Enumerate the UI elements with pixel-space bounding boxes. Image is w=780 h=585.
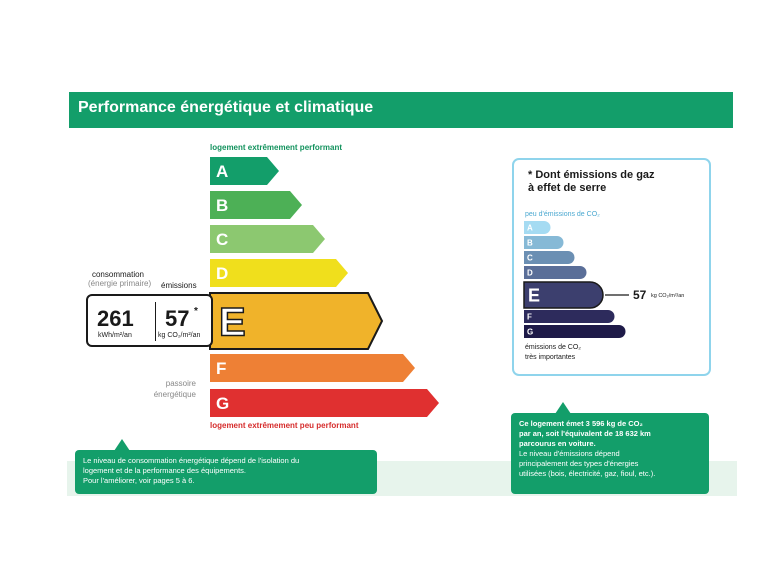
ges-bar-label-a: A <box>527 223 533 232</box>
right-note-line2: par an, soit l'équivalent de 18 632 km <box>519 429 651 438</box>
dpe-bottom-caption: logement extrêmement peu performant <box>210 421 359 430</box>
passoire-line1: passoire <box>165 379 196 388</box>
ges-unit: kg CO₂/m²/an <box>651 293 685 299</box>
right-note-line3: parcourus en voiture. <box>519 439 596 448</box>
ges-bar-g <box>524 325 626 338</box>
ges-bar-label-d: D <box>527 268 533 277</box>
emissions-unit: kg CO₂/m²/an <box>158 332 201 339</box>
dpe-bar-f <box>210 354 415 382</box>
left-note-pointer <box>114 439 130 451</box>
emissions-value: 57 <box>165 306 190 331</box>
emissions-asterisk: * <box>194 306 198 317</box>
dpe-bar-label-a: A <box>216 162 228 181</box>
ges-bar-f <box>524 310 615 323</box>
ges-title-line2: à effet de serre <box>528 182 607 194</box>
ges-bottom-caption: émissions de CO₂ très importantes <box>525 343 581 363</box>
consumption-value: 261 <box>97 306 134 331</box>
consumption-unit: kWh/m²/an <box>98 332 132 339</box>
ges-bar-e <box>523 281 604 309</box>
dpe-bar-d <box>210 259 348 287</box>
dpe-bar-label-b: B <box>216 196 228 215</box>
ges-bar-a <box>524 221 551 234</box>
ges-bar-label-f: F <box>527 312 532 321</box>
left-note-line1: Le niveau de consommation énergétique dé… <box>83 456 300 465</box>
right-note-line6: utilisées (bois, électricité, gaz, fioul… <box>519 469 656 478</box>
passoire-line2: énergétique <box>153 390 196 399</box>
consumption-divider <box>155 302 156 341</box>
dpe-bar-a <box>210 157 279 185</box>
ges-value: 57 <box>633 288 647 302</box>
dpe-bar-g <box>210 389 439 417</box>
right-note: Ce logement émet 3 596 kg de CO₂ par an,… <box>511 413 709 494</box>
ges-bar-label-c: C <box>527 253 533 262</box>
dpe-bar-label-g: G <box>216 394 229 413</box>
ges-bottom-caption-line1: émissions de CO₂ <box>525 344 582 351</box>
left-note-line3: Pour l'améliorer, voir pages 5 à 6. <box>83 476 195 485</box>
right-note-line4: Le niveau d'émissions dépend <box>519 449 620 458</box>
page-title: Performance énergétique et climatique <box>78 99 374 116</box>
dpe-bar-label-f: F <box>216 359 226 378</box>
dpe-bar-label-c: C <box>216 230 228 249</box>
dpe-bar-c <box>210 225 325 253</box>
ges-bar-label-e: E <box>528 285 540 305</box>
consumption-label-line2: (énergie primaire) <box>88 279 152 288</box>
consumption-box: 261 kWh/m²/an 57 * kg CO₂/m²/an <box>86 294 213 347</box>
ges-title-line1: * Dont émissions de gaz <box>528 169 655 181</box>
dpe-bar-label-e: E <box>219 300 246 344</box>
ges-bar-c <box>524 251 575 264</box>
ges-bar-b <box>524 236 564 249</box>
right-note-pointer <box>555 402 571 414</box>
emissions-label: émissions <box>161 281 197 290</box>
ges-bar-label-b: B <box>527 238 533 247</box>
header-bar: Performance énergétique et climatique <box>69 92 733 128</box>
right-note-line1: Ce logement émet 3 596 kg de CO₂ <box>519 419 643 428</box>
ges-bottom-caption-line2: très importantes <box>525 354 576 361</box>
dpe-bar-b <box>210 191 302 219</box>
right-note-line5: principalement des types d'énergies <box>519 459 639 468</box>
passoire-label: passoire énergétique <box>130 378 196 400</box>
dpe-top-caption: logement extrêmement performant <box>210 143 343 152</box>
ges-bar-label-g: G <box>527 327 533 336</box>
ges-top-caption: peu d'émissions de CO₂ <box>525 211 600 218</box>
ges-bar-d <box>524 266 587 279</box>
left-note-line2: logement et de la performance des équipe… <box>83 466 247 475</box>
left-note: Le niveau de consommation énergétique dé… <box>75 450 377 494</box>
consumption-label: consommation (énergie primaire) <box>88 270 152 288</box>
consumption-label-line1: consommation <box>91 270 145 279</box>
ges-title: * Dont émissions de gaz à effet de serre <box>528 169 655 195</box>
dpe-bar-label-d: D <box>216 264 228 283</box>
